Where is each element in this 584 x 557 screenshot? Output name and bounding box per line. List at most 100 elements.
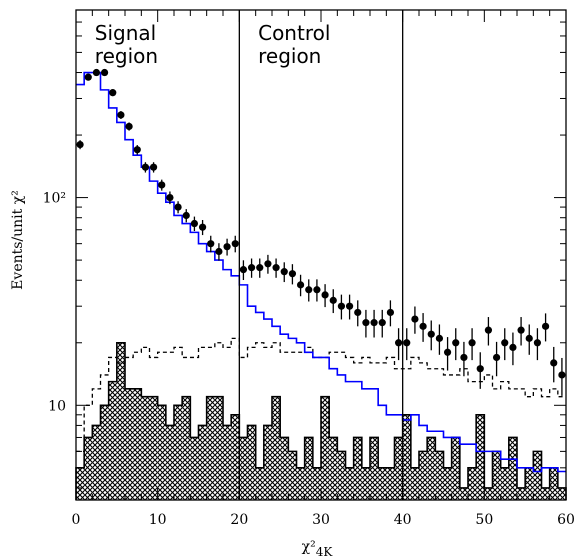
data-point bbox=[509, 343, 517, 351]
hatched-bar bbox=[198, 425, 207, 500]
data-point bbox=[558, 371, 566, 379]
hatched-bar bbox=[435, 451, 444, 500]
hatched-bar bbox=[263, 425, 272, 500]
data-point bbox=[501, 339, 509, 347]
hatched-bar bbox=[321, 396, 330, 500]
region-boundaries bbox=[238, 10, 404, 500]
data-point bbox=[305, 286, 313, 294]
region-label-line2: region bbox=[258, 44, 321, 68]
hatched-bar bbox=[386, 467, 395, 500]
x-tick-label: 50 bbox=[475, 512, 493, 528]
data-point bbox=[264, 260, 272, 268]
data-point bbox=[190, 219, 199, 228]
hatched-bar bbox=[116, 342, 125, 500]
hatched-bar bbox=[296, 467, 305, 500]
data-point bbox=[345, 302, 354, 310]
data-point bbox=[223, 243, 231, 251]
hatched-bar bbox=[165, 425, 174, 500]
data-point bbox=[149, 163, 158, 171]
data-point bbox=[198, 223, 207, 231]
data-point bbox=[256, 264, 264, 272]
x-tick-label: 40 bbox=[394, 512, 412, 528]
data-point bbox=[386, 308, 395, 317]
region-label-line2: region bbox=[95, 44, 158, 68]
hatched-bar bbox=[133, 388, 142, 500]
hatched-bar bbox=[190, 437, 199, 500]
data-point bbox=[117, 111, 125, 119]
data-point bbox=[354, 308, 362, 317]
hatched-bar bbox=[231, 414, 240, 500]
data-point bbox=[141, 163, 150, 171]
x-tick-label: 0 bbox=[72, 512, 81, 528]
data-point bbox=[427, 330, 435, 338]
data-point bbox=[435, 334, 444, 342]
data-point bbox=[158, 181, 166, 189]
hatched-bar bbox=[541, 487, 550, 500]
hatched-bar bbox=[272, 396, 281, 500]
mc-total-histogram bbox=[76, 71, 566, 473]
data-point bbox=[92, 68, 101, 77]
hatched-bar bbox=[337, 451, 346, 500]
region-label-line1: Control bbox=[258, 21, 330, 45]
hatched-bar bbox=[288, 451, 297, 500]
hatched-bar bbox=[239, 437, 248, 500]
data-point bbox=[239, 266, 248, 274]
data-point bbox=[484, 326, 493, 334]
hatched-bar bbox=[370, 437, 379, 500]
x-axis: 0 10 20 30 40 50 60 bbox=[72, 10, 575, 528]
hatched-bar bbox=[557, 487, 566, 500]
data-point bbox=[182, 211, 190, 220]
data-points bbox=[76, 68, 566, 396]
data-point bbox=[280, 268, 288, 276]
x-axis-label: χ²4K bbox=[302, 539, 334, 557]
data-point bbox=[329, 296, 337, 304]
x-axis-label-main: χ² bbox=[302, 539, 316, 555]
data-point bbox=[476, 365, 484, 373]
hatched-bar bbox=[174, 405, 183, 500]
hatched-bar bbox=[149, 396, 158, 500]
data-point bbox=[419, 322, 427, 330]
y-axis-label: Events/unit χ² bbox=[10, 190, 26, 290]
hatched-bar bbox=[84, 437, 93, 500]
hatched-bar bbox=[280, 437, 289, 500]
hatched-bar bbox=[92, 425, 101, 500]
hatched-bar bbox=[508, 437, 517, 500]
x-tick-label: 30 bbox=[312, 512, 330, 528]
hatched-bar bbox=[157, 405, 166, 500]
data-point bbox=[207, 240, 215, 248]
hatched-bar bbox=[476, 414, 485, 500]
mc-total-step-line bbox=[76, 71, 566, 473]
hatched-bar bbox=[125, 388, 134, 500]
data-point bbox=[403, 339, 411, 347]
hatched-bar bbox=[533, 451, 542, 500]
data-point bbox=[313, 286, 321, 294]
data-point bbox=[296, 281, 305, 289]
hatched-bar bbox=[223, 425, 232, 500]
hatched-bar bbox=[443, 467, 452, 500]
hatched-bar bbox=[76, 467, 85, 500]
data-point bbox=[125, 122, 133, 131]
data-point bbox=[362, 319, 370, 327]
hatched-bar bbox=[492, 451, 501, 500]
hatched-bar bbox=[206, 396, 215, 500]
data-point bbox=[443, 348, 452, 356]
hatched-bar bbox=[410, 467, 419, 500]
data-point bbox=[394, 339, 403, 347]
y-axis: 10 10² bbox=[43, 9, 566, 489]
data-point bbox=[337, 302, 346, 310]
data-point bbox=[288, 270, 297, 278]
data-point bbox=[84, 73, 92, 81]
hatched-bar bbox=[353, 437, 362, 500]
data-point bbox=[174, 203, 182, 211]
x-tick-label: 60 bbox=[557, 512, 575, 528]
data-point bbox=[541, 322, 550, 330]
data-point bbox=[215, 247, 223, 256]
data-point bbox=[321, 291, 329, 299]
hatched-bar bbox=[182, 396, 191, 500]
hatched-bar bbox=[345, 467, 354, 500]
hatched-bar bbox=[468, 467, 477, 500]
data-point bbox=[517, 326, 525, 334]
data-point bbox=[525, 334, 533, 342]
hatched-bar bbox=[402, 414, 411, 500]
